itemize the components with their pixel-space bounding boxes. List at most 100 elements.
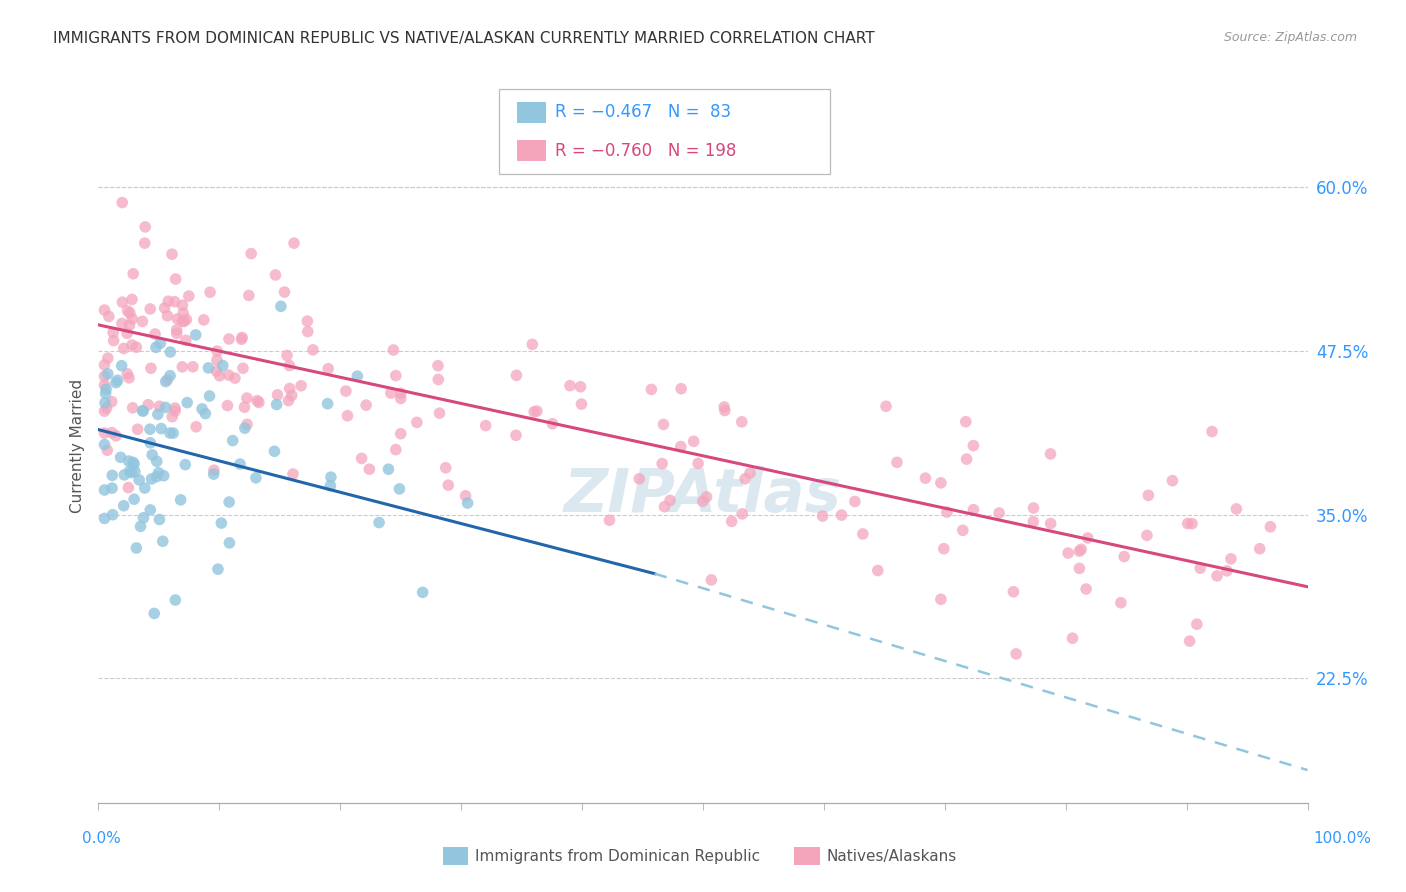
Point <box>93 378 115 392</box>
Point <box>852 527 875 541</box>
Point <box>526 404 548 418</box>
Point <box>184 327 207 342</box>
Point <box>165 401 187 415</box>
Point <box>166 323 188 337</box>
Point <box>377 462 399 476</box>
Point <box>93 358 115 372</box>
Point <box>110 450 132 465</box>
Point <box>354 398 377 412</box>
Point <box>1069 544 1091 558</box>
Point <box>94 382 117 396</box>
Point <box>136 398 159 412</box>
Point <box>166 312 188 326</box>
Point <box>1219 552 1241 566</box>
Point <box>297 314 319 328</box>
Point <box>172 359 194 374</box>
Point <box>302 343 325 357</box>
Point <box>143 326 166 341</box>
Point <box>1260 520 1282 534</box>
Point <box>412 585 434 599</box>
Point <box>118 306 141 320</box>
Point <box>97 351 120 366</box>
Point <box>128 473 150 487</box>
Point <box>1069 561 1091 575</box>
Point <box>1216 564 1239 578</box>
Point <box>962 439 984 453</box>
Point <box>97 310 120 324</box>
Point <box>1039 516 1062 531</box>
Point <box>231 332 253 346</box>
Point <box>955 452 977 467</box>
Point <box>221 434 243 448</box>
Point <box>118 464 141 478</box>
Point <box>101 481 124 495</box>
Point <box>731 507 754 521</box>
Point <box>929 592 952 607</box>
Point <box>1189 561 1212 575</box>
Point <box>231 330 253 344</box>
Point <box>101 468 124 483</box>
Point <box>932 541 955 556</box>
Point <box>211 359 233 373</box>
Point <box>700 573 723 587</box>
Point <box>131 404 153 418</box>
Point <box>153 301 176 315</box>
Point <box>224 371 246 385</box>
Point <box>382 343 405 357</box>
Point <box>115 326 138 341</box>
Point <box>731 415 754 429</box>
Point <box>166 326 188 341</box>
Point <box>1136 528 1159 542</box>
Point <box>107 373 129 387</box>
Point <box>246 393 269 408</box>
Point <box>156 309 179 323</box>
Point <box>139 435 162 450</box>
Point <box>1114 549 1136 564</box>
Point <box>936 505 959 519</box>
Point <box>988 506 1011 520</box>
Point <box>316 361 339 376</box>
Point <box>437 478 460 492</box>
Point <box>1022 501 1045 516</box>
Point <box>122 457 145 471</box>
Point <box>346 369 368 384</box>
Point <box>541 417 564 431</box>
Point <box>194 407 217 421</box>
Point <box>162 425 184 440</box>
Point <box>474 418 496 433</box>
Point <box>96 443 118 458</box>
Point <box>266 388 288 402</box>
Point <box>385 442 408 457</box>
Point <box>319 470 342 484</box>
Point <box>174 458 197 472</box>
Point <box>569 380 592 394</box>
Point <box>156 373 179 387</box>
Point <box>122 492 145 507</box>
Point <box>290 378 312 392</box>
Point <box>281 467 304 481</box>
Point <box>522 337 544 351</box>
Point <box>1181 516 1204 531</box>
Y-axis label: Currently Married: Currently Married <box>70 379 86 513</box>
Point <box>139 503 162 517</box>
Point <box>283 236 305 251</box>
Point <box>1177 516 1199 531</box>
Point <box>120 466 142 480</box>
Point <box>124 465 146 479</box>
Point <box>145 340 167 354</box>
Point <box>160 247 183 261</box>
Point <box>112 342 135 356</box>
Point <box>93 369 115 384</box>
Text: 0.0%: 0.0% <box>82 831 121 846</box>
Point <box>132 510 155 524</box>
Point <box>93 404 115 418</box>
Point <box>159 345 181 359</box>
Point <box>405 415 427 429</box>
Point <box>205 364 228 378</box>
Point <box>696 490 718 504</box>
Point <box>359 462 381 476</box>
Point <box>205 353 228 368</box>
Point <box>734 472 756 486</box>
Point <box>148 466 170 480</box>
Point <box>844 494 866 508</box>
